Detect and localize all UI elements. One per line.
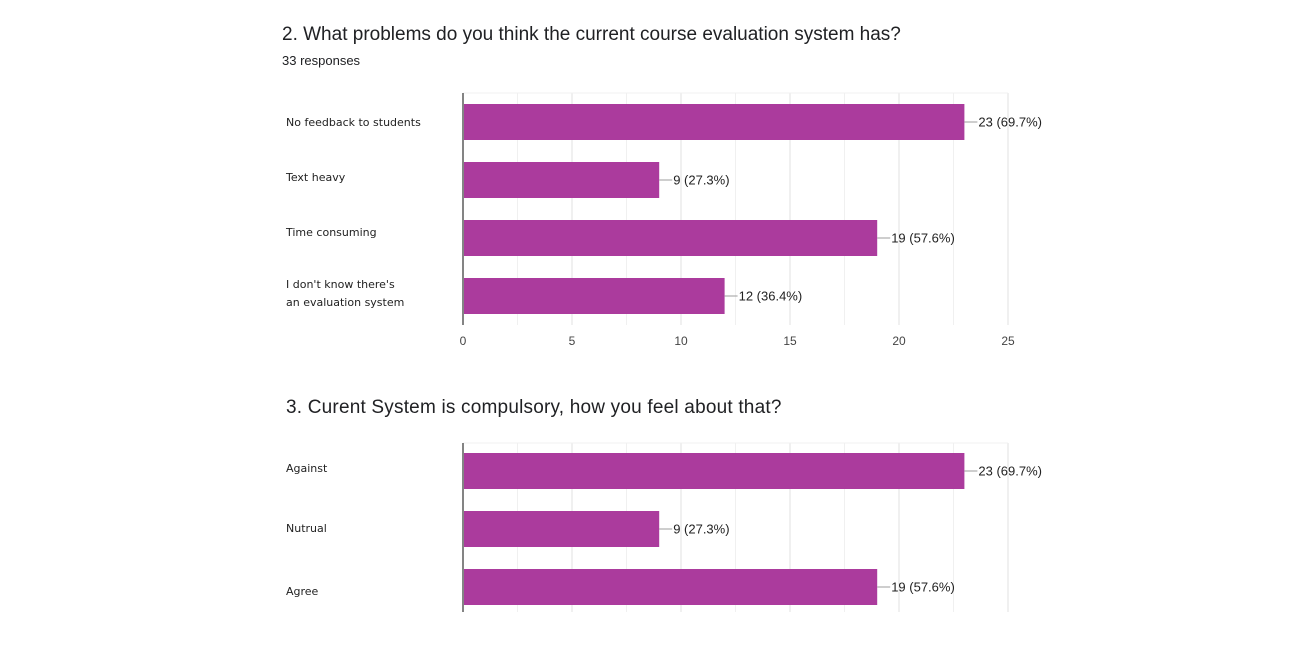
bar: [464, 162, 660, 198]
x-tick-label: 20: [892, 334, 906, 348]
category-label: Nutrual: [286, 522, 327, 535]
question-2-title: 2. What problems do you think the curren…: [282, 24, 901, 45]
bar: [464, 569, 878, 605]
x-tick-label: 10: [674, 334, 688, 348]
data-label: 12 (36.4%): [739, 289, 803, 304]
data-label: 19 (57.6%): [891, 231, 955, 246]
data-label: 19 (57.6%): [891, 580, 955, 595]
bar: [464, 104, 965, 140]
category-label: Against: [286, 462, 328, 475]
category-label: I don't know there's: [286, 278, 395, 291]
question-3-title: 3. Curent System is compulsory, how you …: [286, 397, 782, 418]
bar: [464, 220, 878, 256]
x-tick-label: 0: [460, 334, 467, 348]
bar: [464, 511, 660, 547]
data-label: 9 (27.3%): [673, 522, 729, 537]
x-tick-label: 15: [783, 334, 797, 348]
category-label: an evaluation system: [286, 296, 404, 309]
bar: [464, 278, 725, 314]
category-label: Text heavy: [285, 171, 346, 184]
category-label: Agree: [286, 585, 319, 598]
data-label: 9 (27.3%): [673, 173, 729, 188]
x-tick-label: 5: [569, 334, 576, 348]
x-tick-label: 25: [1001, 334, 1015, 348]
data-label: 23 (69.7%): [978, 115, 1042, 130]
bar: [464, 453, 965, 489]
category-label: No feedback to students: [286, 116, 421, 129]
response-count: 33 responses: [282, 53, 361, 68]
category-label: Time consuming: [285, 226, 377, 239]
data-label: 23 (69.7%): [978, 464, 1042, 479]
